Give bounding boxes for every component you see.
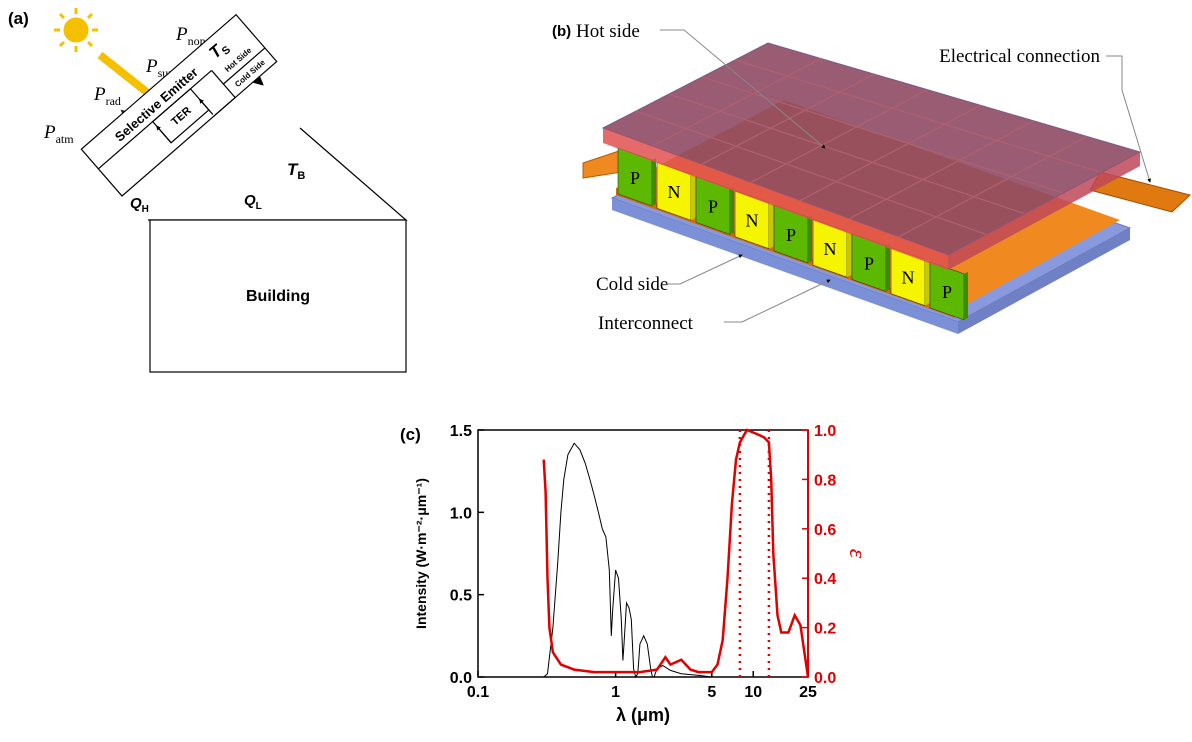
y-tick-label: 1.0 (450, 505, 472, 522)
panel-b: P N P N P N P N P (b) Hot side Electrical connec… (552, 21, 1190, 334)
panel-a: (a) Pnon-rad Psun Prad Patm Building Sel… (8, 8, 406, 372)
t-b: TB (287, 160, 305, 182)
plot-frame (478, 430, 808, 677)
y-tick-label: 1.5 (450, 423, 472, 440)
symbol: P (145, 56, 158, 77)
leg-label: N (746, 211, 759, 231)
leg-label: P (786, 225, 796, 245)
panel-label: (a) (8, 9, 29, 28)
series-line (544, 430, 808, 677)
p-rad: Prad (93, 84, 121, 108)
leg-label: N (824, 239, 837, 259)
q-h: QH (130, 195, 149, 215)
leader-line (666, 255, 742, 284)
leg-side (769, 201, 773, 249)
symbol: P (93, 84, 106, 105)
building-label: Building (246, 288, 310, 305)
panel-label: (b) (552, 23, 571, 40)
symbol: Q (244, 192, 256, 209)
leg-label: N (668, 182, 681, 202)
y2-tick-label: 0.2 (814, 621, 836, 638)
subscript: atm (56, 132, 75, 146)
y2-tick-label: 0.4 (814, 571, 836, 588)
leg-side (730, 186, 734, 234)
x-axis-label: λ (μm) (616, 705, 670, 725)
subscript: B (297, 170, 305, 182)
y2-tick-label: 1.0 (814, 423, 836, 440)
y-tick-label: 0.5 (450, 588, 472, 605)
interconnect-label: Interconnect (598, 313, 694, 334)
subscript: rad (106, 94, 121, 108)
symbol: Q (130, 195, 142, 212)
leader-line (724, 280, 830, 322)
leg-label: P (630, 168, 640, 188)
leg-side (964, 272, 968, 320)
leg-side (808, 215, 812, 263)
electrical-connection-label: Electrical connection (939, 46, 1100, 67)
cold-side-label: Cold side (596, 274, 668, 295)
series-line (544, 443, 712, 677)
subscript: H (142, 204, 149, 215)
x-tick-label: 5 (707, 684, 716, 701)
leg-label: N (902, 268, 915, 288)
roof (148, 128, 406, 220)
leg-label: P (864, 253, 874, 273)
left-connection (583, 150, 622, 178)
figure: (a) Pnon-rad Psun Prad Patm Building Sel… (0, 0, 1192, 742)
leg-side (886, 243, 890, 291)
y2-tick-label: 0.6 (814, 522, 836, 539)
leg-side (691, 172, 695, 220)
y2-axis-label: ε (844, 549, 870, 559)
panel-label: (c) (400, 425, 421, 444)
leg-side (652, 158, 656, 206)
leg-label: P (708, 196, 718, 216)
subscript: L (256, 201, 262, 212)
y-tick-label: 0.0 (450, 670, 472, 687)
y2-tick-label: 0.8 (814, 472, 836, 489)
leg-label: P (942, 282, 952, 302)
x-tick-label: 1 (611, 684, 620, 701)
symbol: P (175, 24, 188, 45)
symbol: P (43, 122, 56, 143)
x-tick-label: 10 (744, 684, 762, 701)
hot-side-label: Hot side (576, 21, 640, 42)
y2-tick-label: 0.0 (814, 670, 836, 687)
q-l: QL (244, 192, 262, 212)
sun (54, 8, 98, 52)
y-axis-label: Intensity (W·m⁻²·μm⁻¹) (413, 478, 429, 629)
leg-side (925, 258, 929, 306)
leg-side (847, 229, 851, 277)
p-atm: Patm (43, 122, 74, 146)
